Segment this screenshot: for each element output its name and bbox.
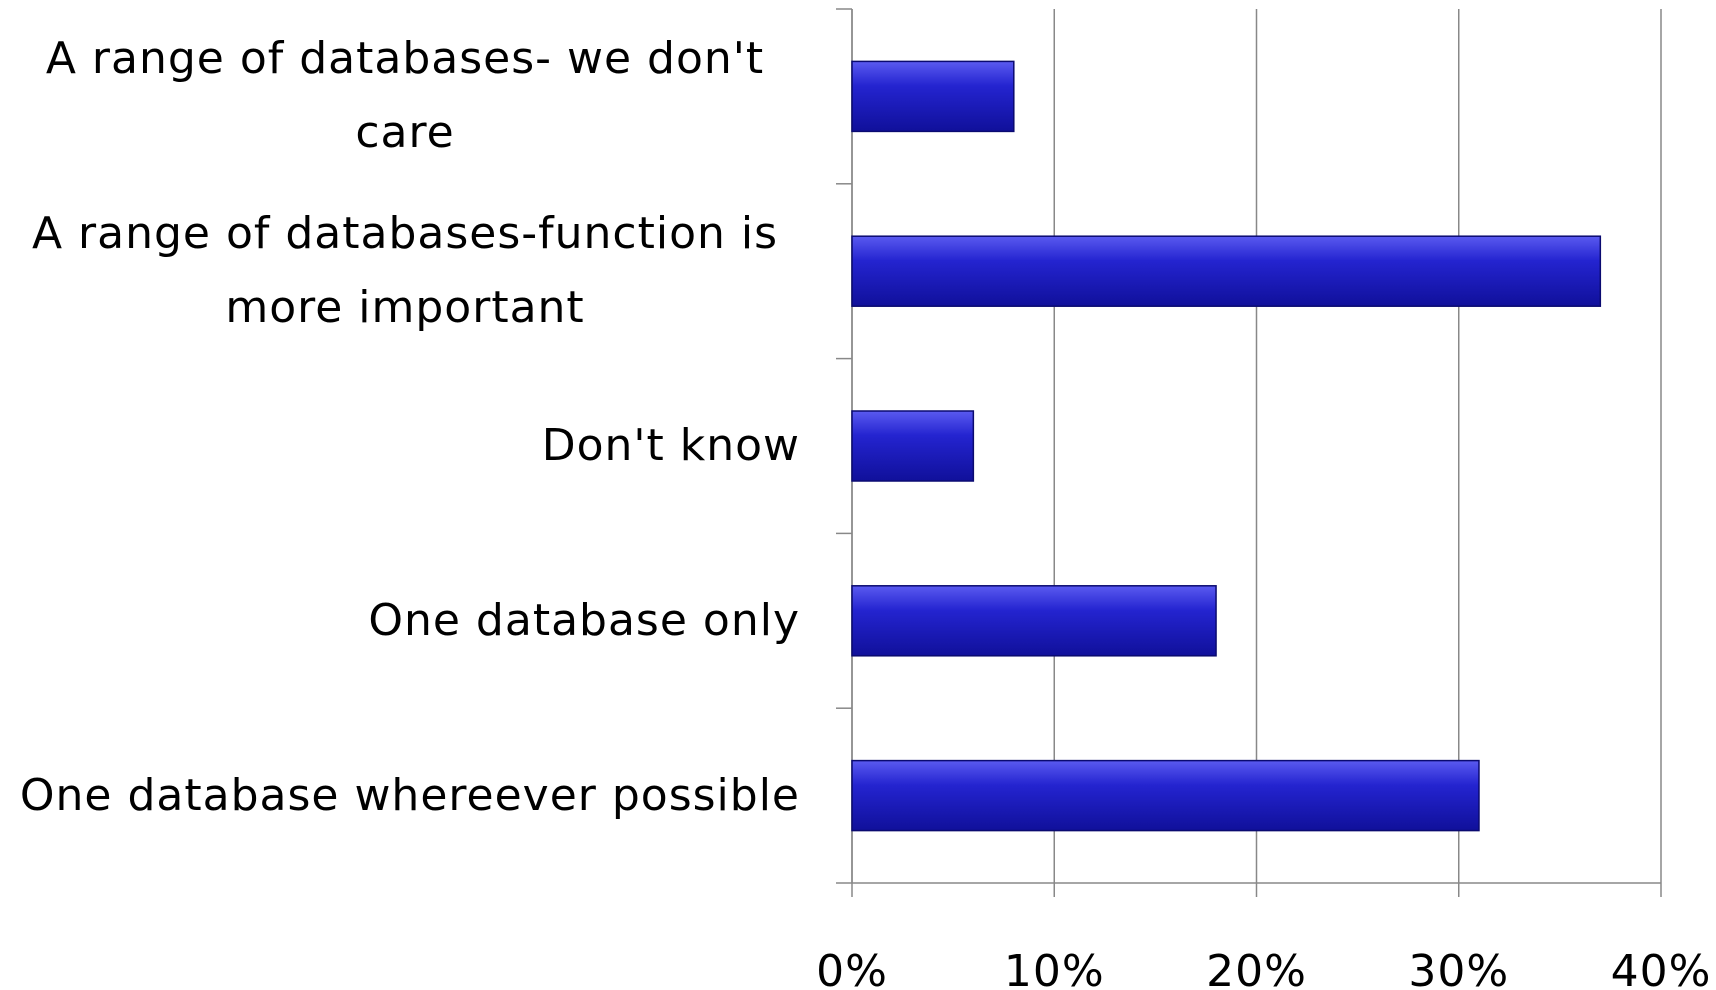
x-tick-label: 20%	[1206, 946, 1307, 990]
y-tick-label: A range of databases- we don't care	[45, 33, 765, 159]
y-tick-label: Don't know	[541, 419, 800, 471]
y-tick-label: One database only	[368, 594, 800, 646]
y-tick-label-box: One database whereever possible	[0, 708, 800, 883]
bar	[851, 410, 975, 482]
bar	[851, 759, 1480, 832]
x-tick-label: 40%	[1611, 946, 1712, 990]
y-tick-label: One database whereever possible	[19, 769, 800, 821]
y-tick-label-box: Don't know	[0, 359, 800, 534]
bar	[851, 60, 1015, 133]
y-tick-label-box: A range of databases- we don't care	[0, 9, 800, 184]
x-tick-label: 10%	[1004, 946, 1105, 990]
bar	[851, 235, 1602, 307]
x-tick-label: 30%	[1408, 946, 1509, 990]
y-tick-label-box: One database only	[0, 533, 800, 708]
bar	[851, 585, 1217, 657]
y-tick-label: A range of databases-function is more im…	[31, 208, 779, 334]
x-tick-label: 0%	[816, 946, 888, 990]
y-tick-label-box: A range of databases-function is more im…	[0, 184, 800, 359]
